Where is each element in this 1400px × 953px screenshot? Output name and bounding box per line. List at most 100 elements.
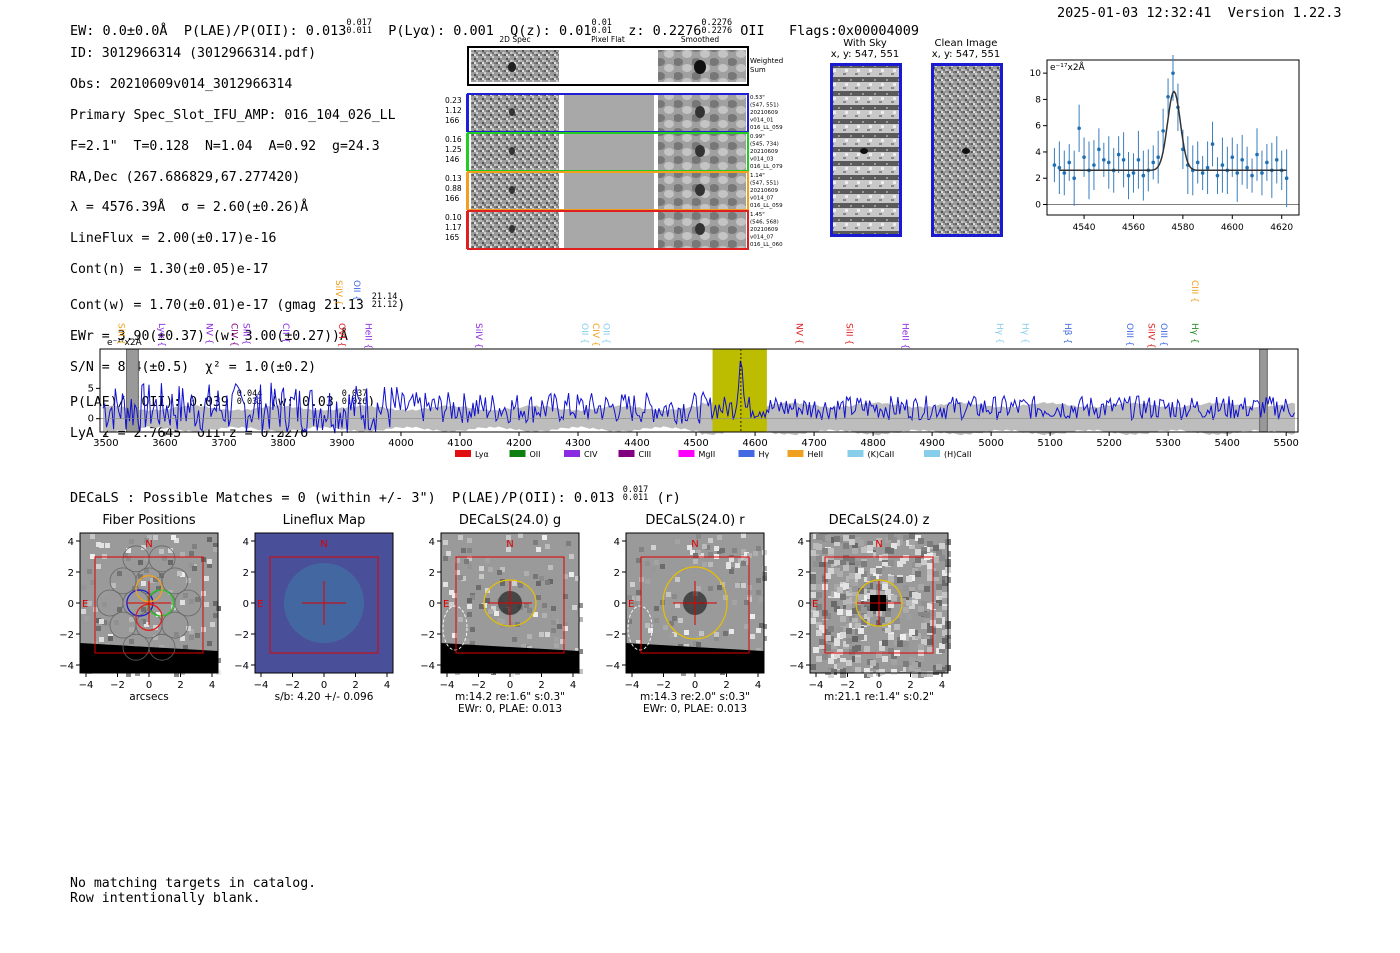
col-header-smoothed: Smoothed xyxy=(681,35,720,44)
panel-noise-pixel xyxy=(855,623,861,629)
panel-noise-pixel xyxy=(645,579,650,584)
panel-noise-pixel xyxy=(756,590,761,595)
panel-noise-pixel xyxy=(138,574,143,579)
legend-label: Hγ xyxy=(759,450,770,459)
panel-noise-pixel xyxy=(168,590,173,595)
panel-xtick-label: 2 xyxy=(723,680,729,691)
panel-noise-pixel xyxy=(90,554,95,559)
decals-summary: DECaLS : Possible Matches = 0 (within +/… xyxy=(70,485,681,506)
panel-noise-pixel xyxy=(858,634,864,640)
panel-noise-pixel xyxy=(816,656,822,662)
spectrum-line-label: OII { xyxy=(600,323,610,344)
panel-noise-pixel xyxy=(189,551,194,556)
panel-noise-pixel xyxy=(87,601,92,606)
spectrum-xtick-label: 4000 xyxy=(388,438,413,449)
panel-noise-pixel xyxy=(141,545,146,550)
panel-noise-pixel xyxy=(542,613,547,618)
col-header-pixel-flat: Pixel Flat xyxy=(591,35,625,44)
zoom-data-point xyxy=(1077,126,1081,131)
panel-noise-pixel xyxy=(840,560,846,566)
cutout-row-stat: 166 xyxy=(445,116,460,125)
panel-noise-pixel xyxy=(90,580,95,585)
spectrum-xtick-label: 4500 xyxy=(683,438,708,449)
panel-noise-pixel xyxy=(936,618,942,624)
panel-noise-pixel xyxy=(936,584,942,590)
cutout-row-stat: 1.12 xyxy=(445,106,462,115)
spectrum-xtick-label: 5200 xyxy=(1096,438,1121,449)
info-ewr: EWr = 3.90(±0.37) (w: 3.00(±0.27))Å xyxy=(70,328,348,344)
panel-title: Lineflux Map xyxy=(282,513,366,528)
panel-noise-pixel xyxy=(162,556,167,561)
panel-noise-pixel xyxy=(864,646,870,652)
panel-noise-pixel xyxy=(156,612,161,617)
panel-noise-pixel xyxy=(174,538,179,543)
zoom-data-point xyxy=(1210,142,1215,146)
clean-image xyxy=(931,63,1003,237)
panel-noise-pixel xyxy=(479,574,484,579)
panel-noise-pixel xyxy=(639,547,644,552)
panel-noise-pixel xyxy=(174,590,179,595)
panel-noise-pixel xyxy=(630,582,635,587)
panel-noise-pixel xyxy=(470,641,475,646)
panel-noise-pixel xyxy=(870,568,876,574)
spectrum-line-label: SiIV { xyxy=(1146,323,1156,349)
panel-noise-pixel xyxy=(828,548,834,554)
legend-swatch xyxy=(455,450,471,457)
panel-noise-pixel xyxy=(485,558,490,563)
clean-image-title: Clean Image x, y: 547, 551 xyxy=(931,38,1001,60)
panel-noise-pixel xyxy=(825,635,831,641)
panel-noise-pixel xyxy=(545,580,550,585)
panel-noise-pixel xyxy=(708,586,713,591)
panel-noise-pixel xyxy=(741,583,746,588)
panel-noise-pixel xyxy=(654,606,659,611)
panel-noise-pixel xyxy=(750,614,755,619)
panel-noise-pixel xyxy=(141,581,146,586)
panel-noise-pixel xyxy=(849,539,855,545)
panel-noise-pixel xyxy=(909,533,915,539)
panel-noise-pixel xyxy=(99,619,104,624)
panel-noise-pixel xyxy=(927,671,933,677)
zoom-data-point xyxy=(1195,160,1200,165)
legend-item: MgII xyxy=(678,450,715,459)
panel-noise-pixel xyxy=(672,632,677,637)
panel-noise-pixel xyxy=(141,607,146,612)
spectrum-line-label: SiII { xyxy=(844,323,854,345)
panel-noise-pixel xyxy=(852,548,858,554)
panel-noise-pixel xyxy=(882,656,888,662)
panel-noise-pixel xyxy=(885,611,891,617)
panel-ytick-label: 0 xyxy=(798,599,804,610)
spectrum-line-label: NV { xyxy=(793,323,803,344)
panel-noise-pixel xyxy=(636,596,641,601)
panel-noise-pixel xyxy=(467,598,472,603)
panel-noise-pixel xyxy=(852,636,858,642)
panel-noise-pixel xyxy=(918,584,924,590)
panel-noise-pixel xyxy=(509,672,514,677)
aperture-ellipse xyxy=(483,579,537,627)
cutout-row-meta: v014_03 xyxy=(750,157,774,163)
panel-noise-pixel xyxy=(144,544,149,549)
fiber-cutouts: 2D Spec Pixel Flat Smoothed Weighted Sum… xyxy=(445,35,783,250)
panel-noise-pixel xyxy=(828,568,834,574)
panel-xtick-label: −2 xyxy=(471,680,486,691)
panel-noise-pixel xyxy=(651,567,656,572)
panel-noise-pixel xyxy=(714,636,719,641)
cutout-row-stat: 1.17 xyxy=(445,223,462,232)
panel-noise-pixel xyxy=(834,568,840,574)
panel-noise-pixel xyxy=(882,640,888,646)
panel-noise-pixel xyxy=(105,621,110,626)
header-timestamp-version: 2025-01-03 12:32:41 Version 1.22.3 xyxy=(1057,5,1342,21)
east-label: E xyxy=(443,599,449,610)
spectrum-line-label: Lyα { xyxy=(156,323,166,347)
cutout-2d-spec xyxy=(471,173,559,209)
zoom-ytick-label: 4 xyxy=(1035,148,1041,158)
panel-noise-pixel xyxy=(840,668,846,674)
legend-item: CIV xyxy=(564,450,598,459)
panel-noise-pixel xyxy=(515,580,520,585)
panel-noise-pixel xyxy=(563,574,568,579)
panel-noise-pixel xyxy=(924,612,930,618)
panel-noise-pixel xyxy=(96,564,101,569)
panel-noise-pixel xyxy=(927,575,933,581)
panel-noise-pixel xyxy=(491,606,496,611)
